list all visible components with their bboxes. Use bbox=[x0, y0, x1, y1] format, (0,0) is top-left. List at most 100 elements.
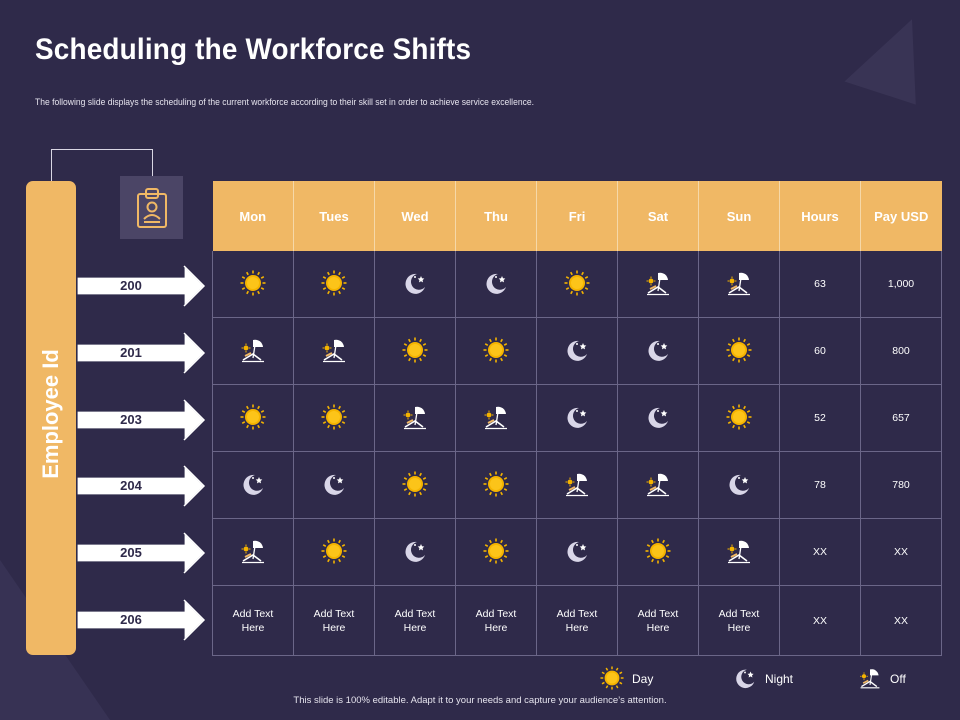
beach-icon bbox=[482, 403, 510, 434]
shift-cell bbox=[374, 518, 456, 586]
shift-cell bbox=[455, 317, 537, 385]
shift-cell bbox=[617, 451, 699, 519]
shift-cell bbox=[212, 518, 294, 586]
moon-icon bbox=[645, 404, 671, 433]
page-title: Scheduling the Workforce Shifts bbox=[35, 33, 472, 66]
beach-icon bbox=[725, 269, 753, 300]
shift-cell bbox=[455, 251, 537, 318]
shift-cell bbox=[374, 251, 456, 318]
shift-cell bbox=[293, 384, 375, 452]
sun-icon bbox=[483, 538, 509, 567]
employee-id-arrow: 201 bbox=[76, 331, 206, 375]
placeholder-text: Add Text Here bbox=[618, 607, 698, 635]
shift-cell bbox=[536, 317, 618, 385]
employee-id-arrow: 204 bbox=[76, 464, 206, 508]
employee-id-arrow: 206 bbox=[76, 598, 206, 642]
column-header-sun: Sun bbox=[698, 181, 780, 251]
placeholder-line-2: Here bbox=[484, 621, 508, 634]
sun-icon bbox=[402, 471, 428, 500]
column-header-sat: Sat bbox=[617, 181, 699, 251]
placeholder-line-2: Here bbox=[403, 621, 427, 634]
shift-cell bbox=[455, 451, 537, 519]
placeholder-text: Add Text Here bbox=[537, 607, 617, 635]
table-row: Add Text Here Add Text Here Add Text Here Add … bbox=[212, 585, 942, 656]
moon-icon bbox=[321, 471, 347, 500]
table-row: 78 780 bbox=[212, 451, 942, 519]
shift-cell: Add Text Here bbox=[212, 585, 294, 656]
beach-icon bbox=[644, 269, 672, 300]
moon-icon bbox=[483, 270, 509, 299]
shift-cell bbox=[536, 251, 618, 318]
employee-id-text: 206 bbox=[120, 612, 142, 627]
shift-cell bbox=[617, 384, 699, 452]
shift-cell bbox=[698, 384, 780, 452]
table-row: 63 1,000 bbox=[212, 251, 942, 318]
moon-icon bbox=[733, 666, 757, 693]
employee-id-arrow: 203 bbox=[76, 398, 206, 442]
table-body: 63 1,000 60 800 52 657 78 780 XX XX Add Text Here Ad… bbox=[212, 251, 942, 656]
shift-cell bbox=[293, 317, 375, 385]
shift-cell bbox=[212, 451, 294, 519]
shift-cell bbox=[293, 451, 375, 519]
column-header-thu: Thu bbox=[455, 181, 537, 251]
header-row: Mon Tues Wed Thu Fri Sat Sun Hours Pay USD bbox=[212, 181, 942, 251]
table-row: XX XX bbox=[212, 518, 942, 586]
pay-cell: XX bbox=[860, 518, 942, 586]
shift-cell bbox=[617, 518, 699, 586]
moon-icon bbox=[726, 471, 752, 500]
shift-cell bbox=[536, 451, 618, 519]
shift-cell bbox=[455, 384, 537, 452]
connector-line bbox=[51, 149, 153, 182]
placeholder-line-2: Here bbox=[322, 621, 346, 634]
shift-cell bbox=[536, 518, 618, 586]
moon-icon bbox=[402, 270, 428, 299]
sun-icon bbox=[600, 665, 624, 693]
beach-icon bbox=[239, 336, 267, 367]
legend-off-label: Off bbox=[890, 672, 906, 686]
moon-icon bbox=[240, 471, 266, 500]
column-header-fri: Fri bbox=[536, 181, 618, 251]
legend-day: Day bbox=[600, 665, 653, 693]
moon-icon bbox=[564, 538, 590, 567]
placeholder-line-1: Add Text bbox=[475, 607, 517, 620]
hours-cell: 78 bbox=[779, 451, 861, 519]
shift-cell bbox=[212, 384, 294, 452]
moon-icon bbox=[564, 404, 590, 433]
column-header-pay-usd: Pay USD bbox=[860, 181, 942, 251]
table-row: 52 657 bbox=[212, 384, 942, 452]
decorative-triangle-top bbox=[844, 5, 941, 105]
pay-cell: 1,000 bbox=[860, 251, 942, 318]
shift-cell: Add Text Here bbox=[374, 585, 456, 656]
employee-id-text: 203 bbox=[120, 412, 142, 427]
shift-cell bbox=[698, 251, 780, 318]
placeholder-line-1: Add Text bbox=[637, 607, 679, 620]
sun-icon bbox=[726, 404, 752, 433]
shift-cell bbox=[212, 317, 294, 385]
employee-id-label: Employee Id bbox=[38, 349, 63, 479]
employee-id-arrow: 200 bbox=[76, 264, 206, 308]
moon-icon bbox=[402, 538, 428, 567]
sun-icon bbox=[321, 270, 347, 299]
placeholder-text: Add Text Here bbox=[375, 607, 455, 635]
column-header-hours: Hours bbox=[779, 181, 861, 251]
employee-id-text: 205 bbox=[120, 545, 142, 560]
placeholder-text: Add Text Here bbox=[699, 607, 779, 635]
sun-icon bbox=[240, 270, 266, 299]
hours-cell: 52 bbox=[779, 384, 861, 452]
placeholder-line-2: Here bbox=[646, 621, 670, 634]
shift-cell bbox=[374, 451, 456, 519]
schedule-table: Mon Tues Wed Thu Fri Sat Sun Hours Pay USD 63 1,0… bbox=[212, 181, 942, 656]
pay-cell: XX bbox=[860, 585, 942, 656]
placeholder-line-2: Here bbox=[241, 621, 265, 634]
sun-icon bbox=[645, 538, 671, 567]
placeholder-line-1: Add Text bbox=[394, 607, 436, 620]
hours-cell: XX bbox=[779, 518, 861, 586]
hours-cell: 60 bbox=[779, 317, 861, 385]
beach-icon bbox=[858, 666, 882, 693]
sun-icon bbox=[402, 337, 428, 366]
sun-icon bbox=[321, 404, 347, 433]
shift-cell bbox=[293, 251, 375, 318]
table-row: 60 800 bbox=[212, 317, 942, 385]
sun-icon bbox=[726, 337, 752, 366]
shift-cell: Add Text Here bbox=[293, 585, 375, 656]
